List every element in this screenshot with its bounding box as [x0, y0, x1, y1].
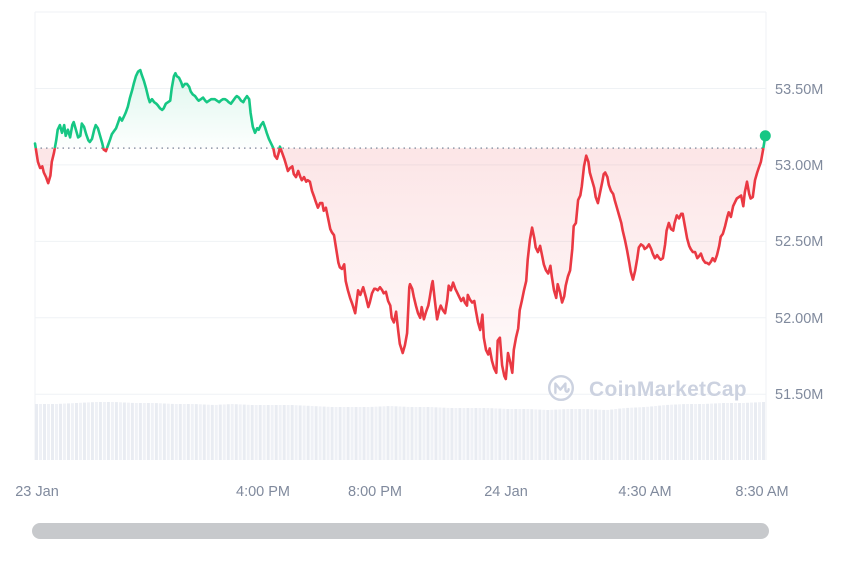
x-axis-tick: 8:00 PM	[348, 484, 402, 500]
x-axis-tick: 23 Jan	[15, 484, 59, 500]
price-area-up	[35, 70, 766, 149]
y-axis-tick: 53.00M	[775, 158, 823, 174]
volume-bars	[35, 402, 766, 460]
price-area-down	[35, 148, 766, 379]
x-axis: 23 Jan 4:00 PM 8:00 PM 24 Jan 4:30 AM 8:…	[15, 484, 788, 500]
price-line-series	[33, 68, 771, 381]
x-axis-tick: 4:30 AM	[618, 484, 671, 500]
last-price-dot	[759, 130, 771, 142]
price-line-up	[33, 68, 767, 149]
y-axis-tick: 52.00M	[775, 311, 823, 327]
chart-scrollbar[interactable]	[32, 523, 769, 539]
watermark-text: CoinMarketCap	[589, 378, 747, 401]
chart-canvas[interactable]: CoinMarketCap 53.50M 53.00M 52.50M 52.00…	[0, 0, 860, 515]
y-axis-tick: 51.50M	[775, 387, 823, 403]
y-axis-tick: 52.50M	[775, 234, 823, 250]
x-axis-tick: 4:00 PM	[236, 484, 290, 500]
x-axis-tick: 24 Jan	[484, 484, 528, 500]
y-axis-tick: 53.50M	[775, 82, 823, 98]
price-line-down	[34, 148, 765, 381]
y-axis: 53.50M 53.00M 52.50M 52.00M 51.50M	[775, 82, 823, 403]
x-axis-tick: 8:30 AM	[735, 484, 788, 500]
coinmarketcap-logo-icon	[547, 374, 575, 402]
coinmarketcap-watermark: CoinMarketCap	[547, 374, 747, 402]
